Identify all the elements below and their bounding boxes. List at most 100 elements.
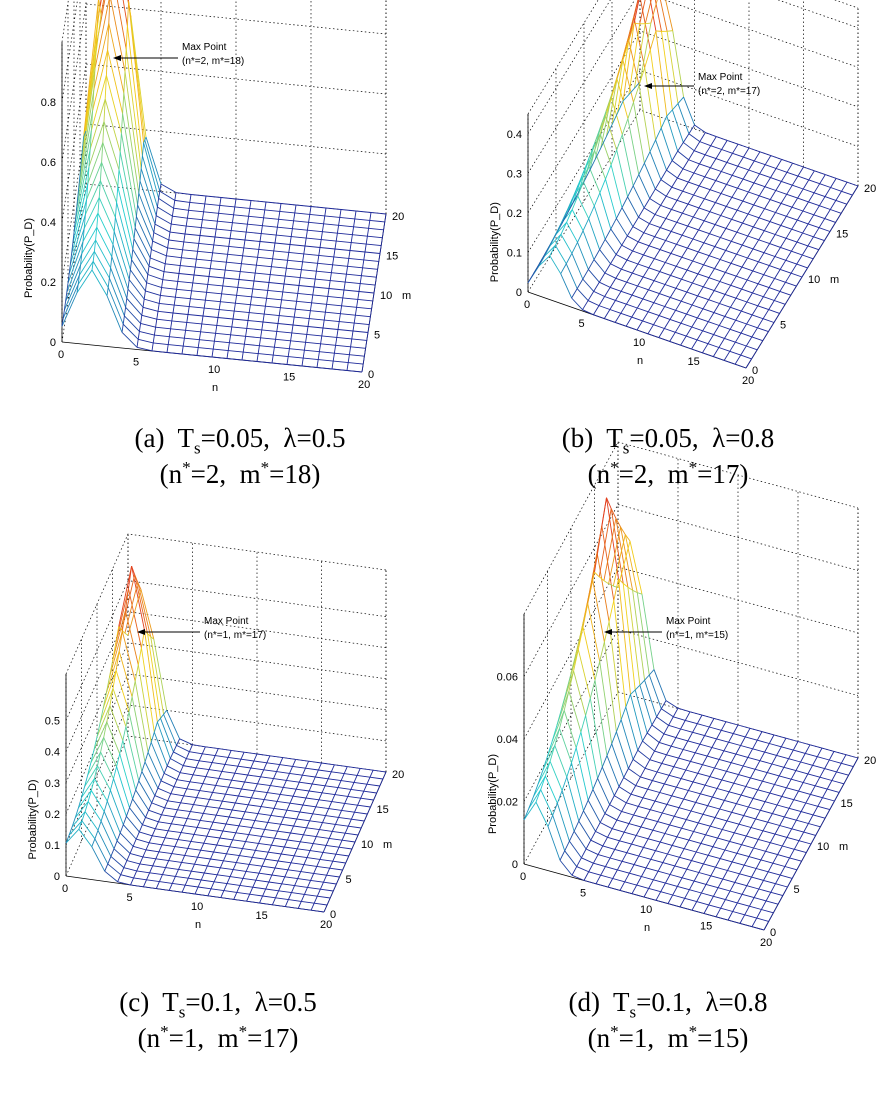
mesh-line <box>714 259 721 269</box>
mesh-line <box>231 802 236 811</box>
mesh-line <box>664 775 670 785</box>
mesh-line <box>299 811 313 815</box>
mesh-line <box>786 778 792 789</box>
mesh-line <box>162 279 178 282</box>
mesh-line <box>196 820 201 828</box>
mesh-line <box>275 227 278 236</box>
mesh-line <box>770 883 776 893</box>
mesh-line <box>774 256 786 261</box>
mesh-line <box>83 0 99 137</box>
mesh-line <box>271 362 288 365</box>
mesh-line <box>785 737 799 742</box>
mesh-line <box>673 716 686 721</box>
mesh-line <box>129 9 132 18</box>
mesh-line <box>689 880 695 890</box>
mesh-line <box>197 339 200 348</box>
mesh-line <box>708 904 721 909</box>
mesh-line <box>547 815 554 827</box>
mesh-line <box>150 241 154 250</box>
mesh-line <box>347 795 361 799</box>
mesh-line <box>688 124 695 134</box>
mesh-line <box>352 234 368 237</box>
mesh-line <box>208 769 222 772</box>
mesh-line <box>763 252 776 257</box>
mesh-line <box>644 759 651 769</box>
mesh-line <box>600 866 606 876</box>
mesh-line <box>747 748 753 758</box>
mesh-line <box>621 235 628 246</box>
mesh-line <box>583 879 597 885</box>
mesh-line <box>332 854 337 862</box>
mesh-line <box>724 285 732 295</box>
mesh-line <box>122 315 125 325</box>
mesh-line <box>665 882 678 887</box>
mesh-line <box>103 99 106 122</box>
mesh-line <box>139 863 153 867</box>
mesh-line <box>709 767 715 777</box>
mesh-line <box>780 737 787 748</box>
y-axis-label: m <box>830 274 839 286</box>
mesh-line <box>79 251 95 276</box>
mesh-line <box>248 304 251 313</box>
mesh-line <box>742 191 749 202</box>
mesh-line <box>645 809 651 819</box>
mesh-line <box>757 780 763 791</box>
y-tick-label: 10 <box>361 839 373 851</box>
mesh-line <box>625 793 632 804</box>
mesh-line <box>721 729 734 735</box>
mesh-line <box>757 789 770 794</box>
mesh-line <box>665 240 677 245</box>
mesh-line <box>753 847 766 852</box>
mesh-line <box>649 30 657 50</box>
mesh-line <box>286 779 300 783</box>
mesh-line <box>249 296 253 305</box>
mesh-line <box>739 864 745 875</box>
mesh-line <box>186 210 190 219</box>
mesh-line <box>622 41 629 61</box>
arrow-head <box>604 629 612 635</box>
mesh-line <box>730 262 743 268</box>
mesh-line <box>216 844 230 848</box>
mesh-line <box>671 836 678 846</box>
mesh-line <box>655 850 668 855</box>
mesh-line <box>671 186 683 192</box>
mesh-line <box>143 290 146 300</box>
mesh-line <box>137 331 140 340</box>
mesh-line <box>215 784 229 788</box>
mesh-line <box>190 840 204 844</box>
mesh-line <box>609 278 617 288</box>
mesh-line <box>144 298 160 304</box>
mesh-line <box>118 566 133 627</box>
mesh-line <box>705 834 718 839</box>
mesh-line <box>629 864 635 874</box>
mesh-line <box>242 344 245 353</box>
mesh-line <box>639 685 653 726</box>
mesh-line <box>266 785 271 793</box>
mesh-line <box>96 705 111 738</box>
mesh-line <box>708 299 720 304</box>
mesh-line <box>294 855 308 859</box>
mesh-line <box>267 289 283 293</box>
mesh-line <box>220 867 234 871</box>
mesh-line <box>281 883 295 887</box>
mesh-line <box>131 259 147 283</box>
y-axis-label: m <box>402 290 411 302</box>
mesh-line <box>643 896 657 901</box>
mesh-line <box>255 849 269 853</box>
mesh-line <box>226 853 240 857</box>
mesh-line <box>681 868 688 879</box>
mesh-line <box>582 300 589 310</box>
mesh-line <box>768 256 776 266</box>
mesh-line <box>784 294 792 305</box>
mesh-line <box>229 869 234 877</box>
mesh-line <box>301 269 317 272</box>
mesh-line <box>228 780 233 788</box>
mesh-line <box>560 222 568 235</box>
mesh-line <box>228 756 242 760</box>
mesh-line <box>763 871 769 881</box>
mesh-line <box>276 219 280 228</box>
mesh-line <box>312 783 326 787</box>
mesh-line <box>812 806 819 816</box>
mesh-line <box>720 237 732 242</box>
mesh-line <box>802 201 809 212</box>
